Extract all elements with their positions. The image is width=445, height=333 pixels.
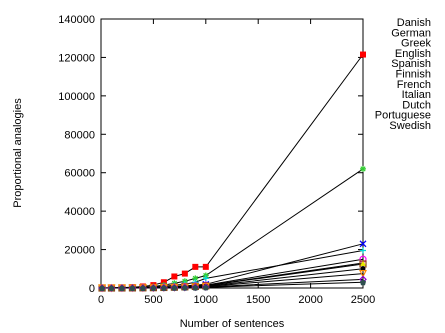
x-tick-label: 0 <box>98 294 104 306</box>
data-point-swedish <box>181 284 188 291</box>
data-point-swedish <box>160 284 167 291</box>
y-tick-label: 120000 <box>58 52 95 64</box>
data-point-finnish <box>360 260 366 267</box>
data-point-swedish <box>139 284 146 291</box>
x-tick-label: 2000 <box>298 294 322 306</box>
x-axis-label: Number of sentences <box>180 318 285 330</box>
legend-label: Greek <box>401 38 431 50</box>
legend-label: Finnish <box>396 69 431 81</box>
data-point-swedish <box>171 284 178 291</box>
series-lines <box>101 54 364 289</box>
data-point-swedish <box>99 285 106 291</box>
legend-label: Danish <box>397 17 431 29</box>
data-point-english <box>202 275 209 282</box>
legend-label: Portuguese <box>375 110 431 122</box>
y-axis: 0 20000 40000 60000 80000 100000 120000 140000 <box>58 14 363 295</box>
legend-label: Italian <box>402 89 431 101</box>
series-markers <box>98 51 367 293</box>
y-axis-label: Proportional analogies <box>12 98 24 208</box>
series-line-danish <box>101 54 364 289</box>
data-point-danish <box>360 51 366 58</box>
y-tick-label: 100000 <box>58 91 95 103</box>
data-point-swedish <box>150 284 157 291</box>
y-tick-label: 60000 <box>64 168 95 180</box>
data-point-german <box>192 275 199 282</box>
x-tick-label: 2500 <box>351 294 375 306</box>
data-point-swedish <box>202 284 209 291</box>
x-axis: 0 500 1000 1500 2000 2500 <box>98 19 375 306</box>
data-point-dutch <box>359 269 367 278</box>
y-tick-label: 20000 <box>64 245 95 257</box>
y-tick-label: 140000 <box>58 14 95 26</box>
legend: DanishGermanGreekEnglishSpanishFinnishFr… <box>375 17 432 132</box>
data-point-swedish <box>118 284 125 291</box>
series-line-german <box>101 168 364 289</box>
data-point-german <box>360 165 366 172</box>
y-tick-label: 80000 <box>64 129 95 141</box>
legend-label: Swedish <box>389 120 431 132</box>
data-point-danish <box>181 270 188 277</box>
legend-label: Spanish <box>391 58 431 70</box>
data-point-english <box>360 247 366 254</box>
legend-label: French <box>397 79 431 91</box>
y-tick-label: 0 <box>89 283 95 295</box>
data-point-danish <box>202 263 209 270</box>
data-point-swedish <box>108 284 115 291</box>
x-tick-label: 1500 <box>246 294 270 306</box>
data-point-greek <box>359 240 367 248</box>
x-tick-label: 500 <box>144 294 162 306</box>
plot-frame <box>100 18 364 289</box>
x-tick-label: 1000 <box>194 294 218 306</box>
data-point-swedish <box>192 284 199 291</box>
data-point-swedish <box>360 279 366 286</box>
data-point-danish <box>192 263 199 270</box>
legend-label: German <box>391 27 431 39</box>
legend-label: English <box>395 48 431 60</box>
data-point-danish <box>171 273 178 280</box>
y-tick-label: 40000 <box>64 206 95 218</box>
data-point-swedish <box>129 284 136 291</box>
legend-label: Dutch <box>402 99 431 111</box>
